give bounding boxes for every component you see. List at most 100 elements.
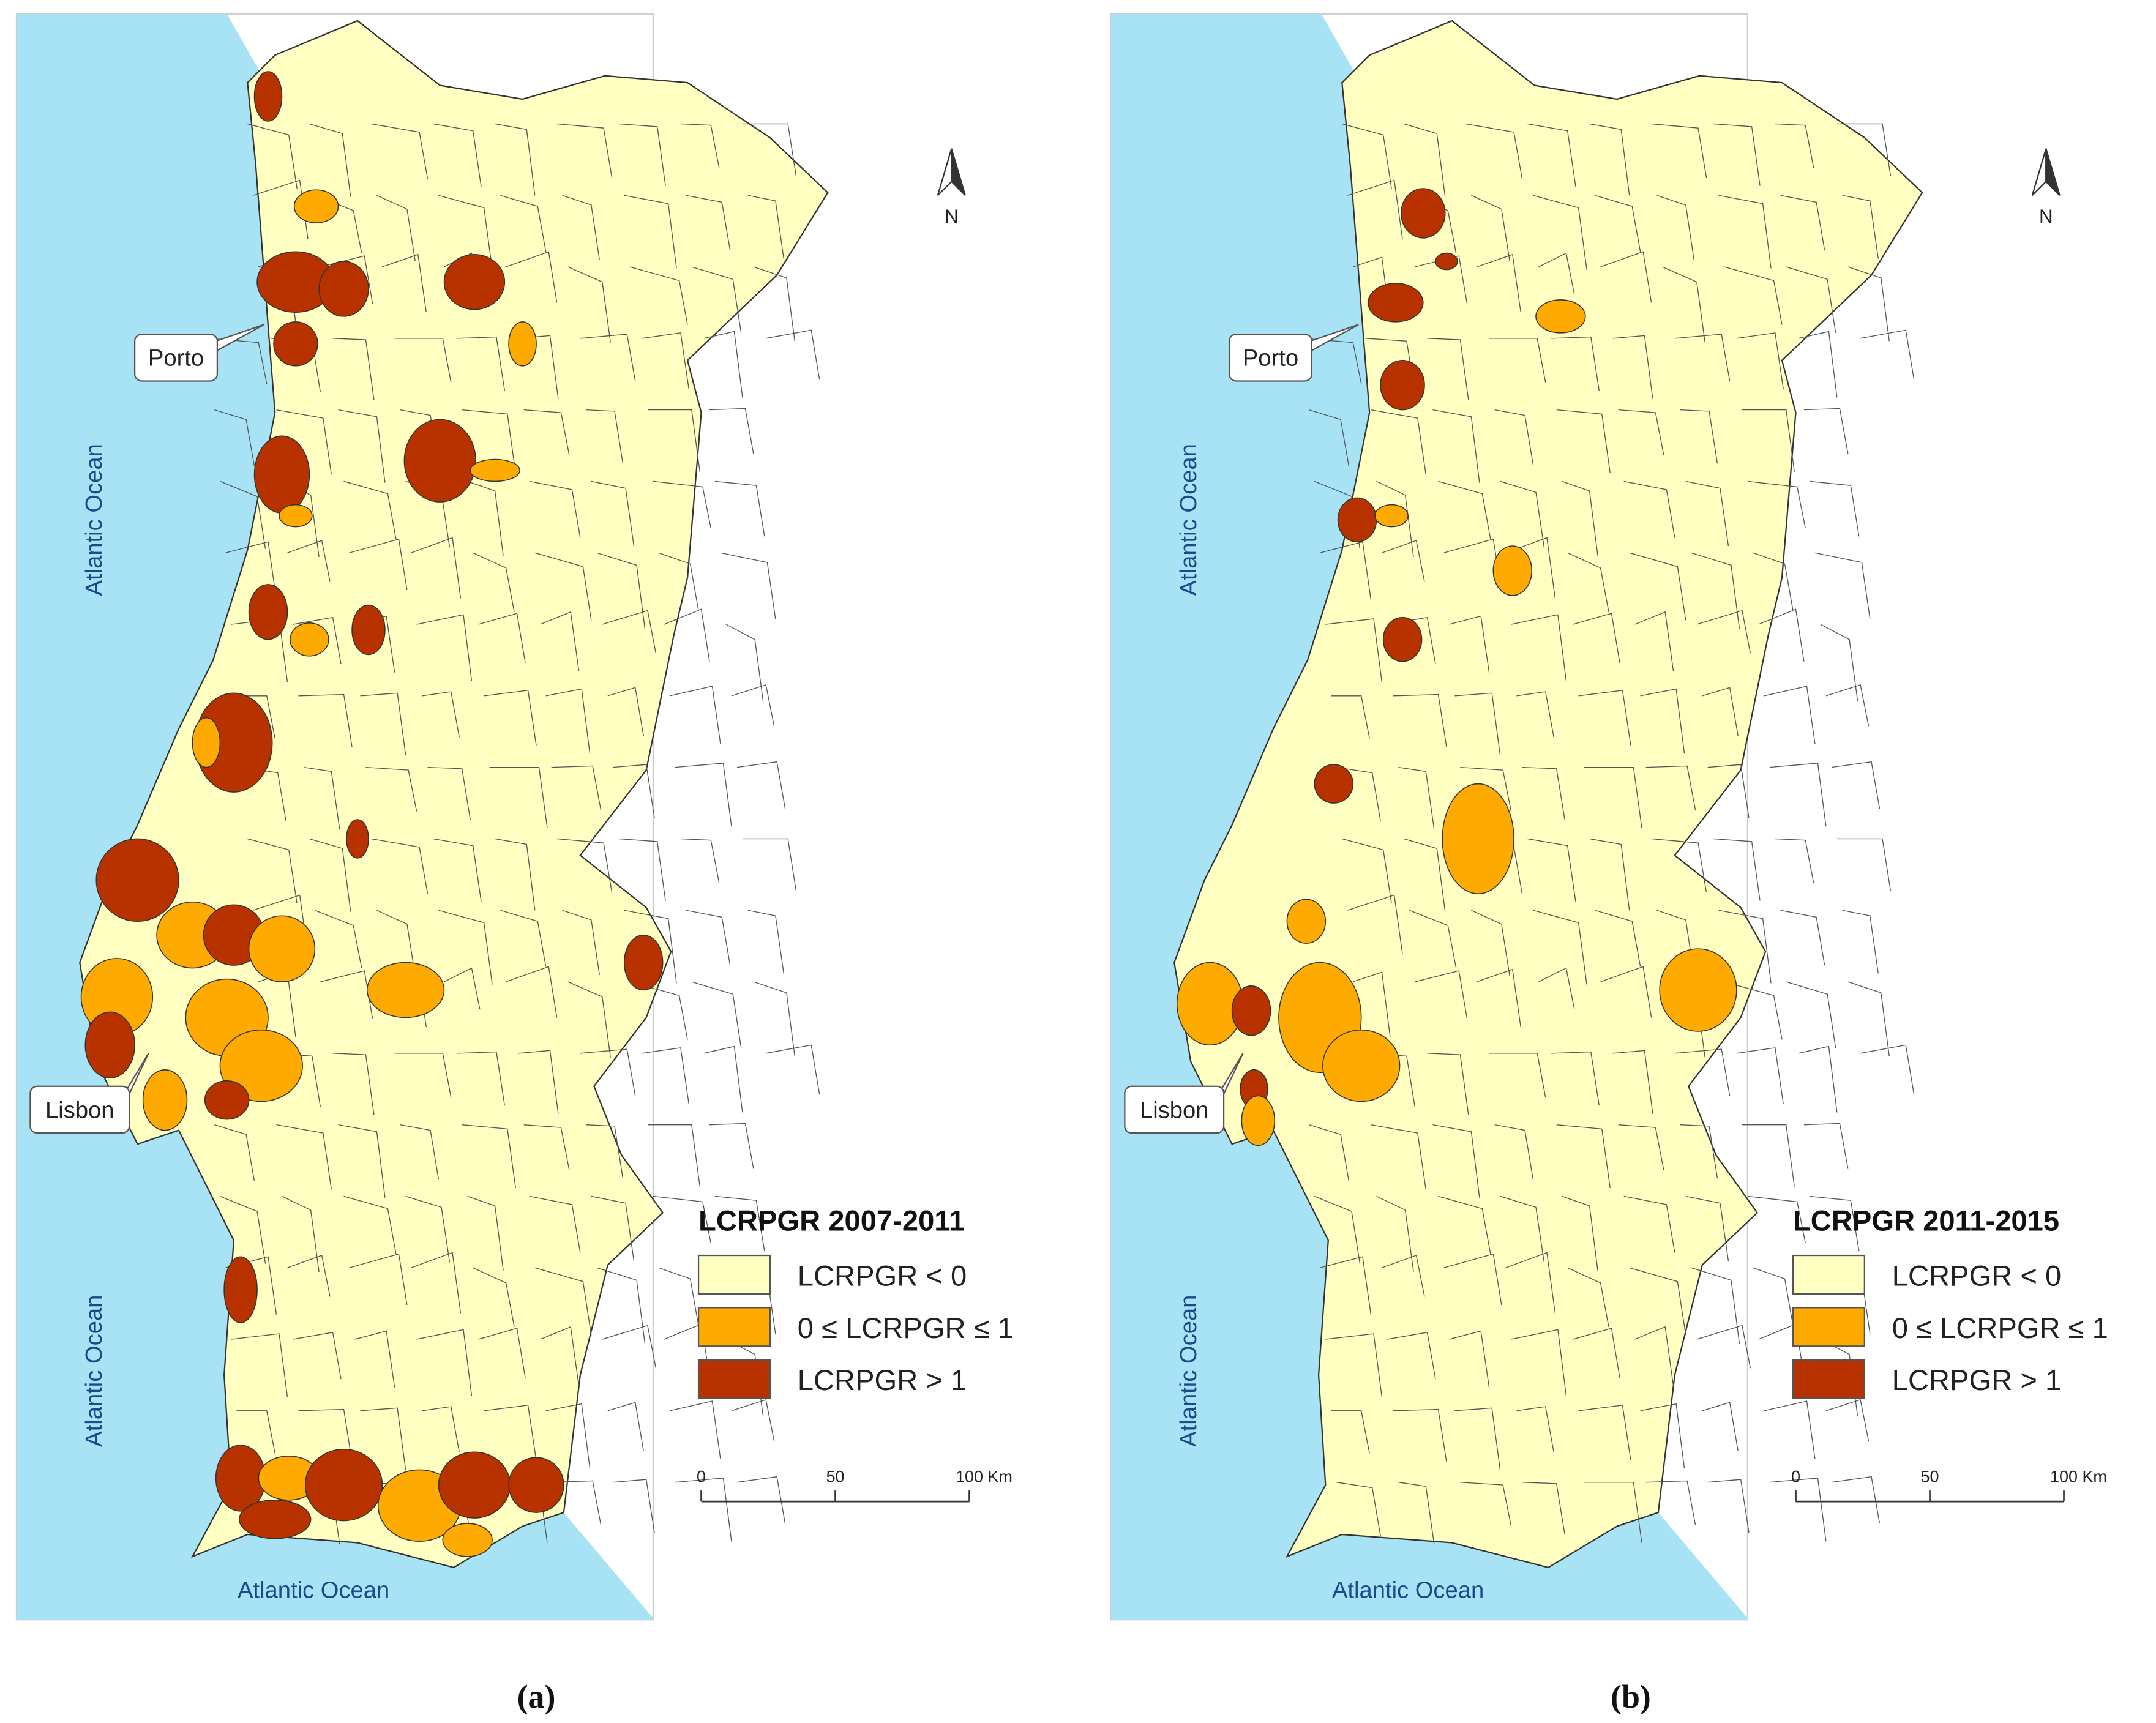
city-label: Lisbon <box>45 1097 114 1123</box>
ocean <box>16 13 655 1620</box>
municipality <box>219 1029 303 1102</box>
legend-label: LCRPGR > 1 <box>798 1364 967 1396</box>
municipality <box>1314 764 1354 804</box>
municipality <box>253 435 310 514</box>
border-line <box>1314 480 1860 558</box>
municipality <box>273 321 318 367</box>
municipality <box>248 584 288 640</box>
municipality <box>192 717 221 768</box>
municipality <box>223 1256 258 1323</box>
municipality <box>1535 299 1586 334</box>
city-label: Porto <box>148 345 204 372</box>
north-arrow <box>937 148 953 196</box>
municipality <box>438 1451 511 1519</box>
scale-label: 0 <box>697 1468 706 1486</box>
border-line <box>1309 408 1849 483</box>
municipality <box>142 1069 188 1131</box>
north-arrow <box>2031 148 2047 196</box>
border-line <box>1347 179 1879 270</box>
municipality <box>1492 545 1533 596</box>
ocean-label: Atlantic Ocean <box>1332 1577 1484 1603</box>
municipality <box>248 915 316 982</box>
municipality <box>95 838 179 922</box>
legend-label: LCRPGR < 0 <box>798 1259 967 1291</box>
municipality <box>239 1500 312 1539</box>
municipality <box>508 1457 564 1513</box>
north-label: N <box>945 206 959 227</box>
municipality <box>366 962 445 1018</box>
north-label: N <box>2039 206 2053 227</box>
border-line <box>1353 251 1890 343</box>
callout-box <box>1228 333 1312 382</box>
municipality <box>1435 252 1458 271</box>
municipality <box>623 934 664 991</box>
border-line <box>214 1123 754 1198</box>
legend-swatch <box>1792 1359 1865 1399</box>
municipality <box>215 1445 266 1512</box>
city-label: Porto <box>1243 345 1298 372</box>
municipality <box>304 1448 383 1522</box>
scale-label: 50 <box>1921 1468 1939 1486</box>
legend-swatch <box>697 1307 771 1347</box>
municipality <box>1368 283 1424 323</box>
municipality <box>1659 948 1737 1032</box>
scale-label: 100 Km <box>956 1468 1012 1486</box>
municipal-borders <box>1303 123 1915 1544</box>
scale-label: 0 <box>1791 1468 1800 1486</box>
municipality <box>293 189 339 223</box>
municipality <box>1322 1029 1401 1102</box>
municipality <box>346 819 369 859</box>
municipality <box>318 261 369 317</box>
city-label: Lisbon <box>1140 1097 1208 1123</box>
panel-caption: (b) <box>1611 1678 1651 1715</box>
border-line <box>1331 684 1870 755</box>
legend-swatch <box>1792 1307 1865 1347</box>
border-line <box>1320 537 1871 629</box>
ocean-label: Atlantic Ocean <box>1175 444 1202 596</box>
municipality <box>1286 899 1327 944</box>
ocean-label: Atlantic Ocean <box>1175 1295 1202 1447</box>
ocean-label: Atlantic Ocean <box>81 444 107 596</box>
legend-title: LCRPGR 2007-2011 <box>698 1205 965 1237</box>
map-panel: Atlantic Ocean Atlantic Ocean Atlantic Oce… <box>15 13 1014 1715</box>
legend-swatch <box>697 1359 771 1399</box>
municipality <box>1231 985 1271 1036</box>
municipality <box>204 1080 250 1120</box>
border-line <box>236 1399 775 1470</box>
municipality <box>508 321 537 367</box>
municipality <box>1382 617 1423 662</box>
border-line <box>247 123 797 197</box>
border-line <box>1342 123 1892 197</box>
border-line <box>242 761 786 829</box>
municipality <box>84 1011 135 1079</box>
municipality <box>442 1523 493 1557</box>
municipality <box>290 622 329 657</box>
border-line <box>1325 608 1858 701</box>
ocean-label: Atlantic Ocean <box>81 1295 107 1447</box>
north-arrow <box>951 148 966 196</box>
legend-label: LCRPGR > 1 <box>1892 1364 2062 1396</box>
ocean-label: Atlantic Ocean <box>238 1577 389 1603</box>
scale-label: 50 <box>826 1468 845 1486</box>
border-line <box>1331 1399 1870 1470</box>
municipality <box>443 254 506 310</box>
municipality <box>1241 1095 1275 1146</box>
municipality <box>1337 497 1377 543</box>
border-line <box>1314 1195 1860 1273</box>
legend-label: 0 ≤ LCRPGR ≤ 1 <box>798 1312 1014 1344</box>
scale-label: 100 Km <box>2050 1468 2107 1486</box>
country <box>1173 20 1923 1569</box>
municipality <box>1374 504 1409 528</box>
municipality <box>470 458 520 482</box>
country <box>79 20 829 1569</box>
callout-box <box>134 333 219 382</box>
municipality <box>253 71 283 122</box>
north-arrow <box>2045 148 2061 196</box>
municipality <box>279 504 313 528</box>
map-panel: Atlantic Ocean Atlantic Ocean Atlantic Oce… <box>1110 13 2108 1715</box>
border-line <box>220 1195 765 1273</box>
ocean <box>1110 13 1750 1620</box>
border-line <box>1347 894 1879 985</box>
legend-swatch <box>1792 1254 1865 1295</box>
